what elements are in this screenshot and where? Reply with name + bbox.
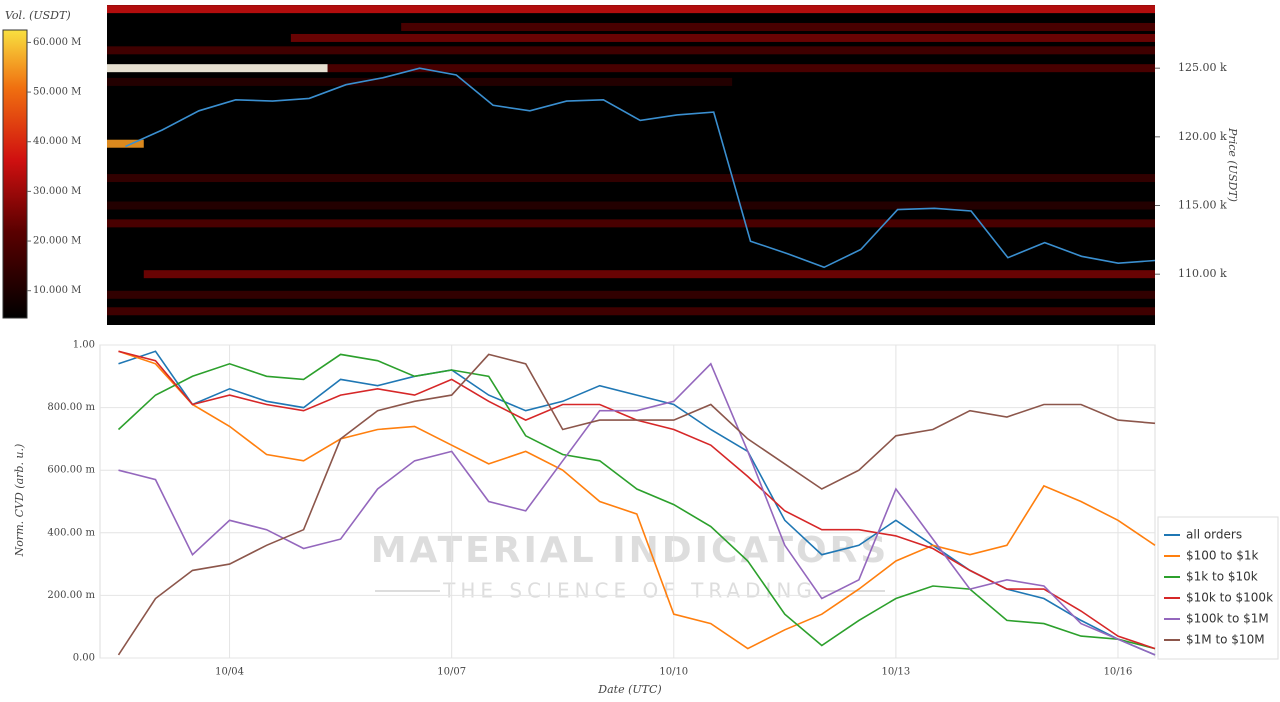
legend-label: $1M to $10M [1186, 633, 1265, 647]
y-tick-label: 125.00 k [1178, 61, 1227, 74]
x-axis-label: Date (UTC) [597, 683, 661, 696]
legend-box [1157, 516, 1279, 660]
liquidity-level [107, 307, 1155, 316]
x-tick-label: 10/10 [659, 667, 688, 678]
colorbar-tick-label: 60.000 M [33, 37, 81, 48]
y-tick-label: 115.00 k [1178, 199, 1227, 212]
x-tick-label: 10/13 [881, 667, 910, 678]
colorbar-tick-label: 20.000 M [33, 236, 81, 247]
y-tick-label: 200.00 m [47, 590, 95, 601]
cvd-line [117, 353, 1156, 656]
y-tick-label: 120.00 k [1178, 130, 1227, 143]
y-tick-label: 1.00 [73, 340, 95, 351]
cvd-line [117, 353, 1156, 650]
liquidity-level [107, 64, 328, 73]
liquidity-level [107, 5, 1155, 14]
watermark: MATERIAL INDICATORS THE SCIENCE OF TRADI… [371, 530, 890, 603]
watermark-subtitle: THE SCIENCE OF TRADING [442, 579, 817, 603]
cvd-line [118, 362, 1156, 656]
liquidity-level [327, 64, 1155, 73]
liquidity-level [290, 33, 1156, 42]
y-tick-label: 0.00 [73, 653, 95, 664]
cvd-plot: 0.00 200.00 m 400.00 m 600.00 m 800.00 m 1.00… [47, 340, 1156, 678]
y-tick-label: 600.00 m [47, 465, 95, 476]
colorbar [2, 29, 28, 319]
liquidity-level [107, 290, 1155, 299]
x-tick-label: 10/07 [437, 667, 466, 678]
legend-label: all orders [1186, 528, 1242, 542]
colorbar-tick-label: 30.000 M [33, 186, 81, 197]
liquidity-level [143, 270, 1156, 279]
liquidity-level [107, 139, 144, 148]
cvd-line [118, 350, 1156, 656]
colorbar-label: Vol. (USDT) [5, 9, 71, 22]
x-tick-label: 10/04 [215, 667, 244, 678]
price-line [125, 67, 1156, 269]
y-tick-label: 800.00 m [47, 402, 95, 413]
colorbar-tick-label: 50.000 M [33, 87, 81, 98]
legend: all orders $100 to $1k $1k to $10k $10k to … [1157, 516, 1279, 660]
liquidity-level [107, 46, 1155, 55]
cvd-line [118, 350, 1156, 650]
liquidity-level [107, 174, 1155, 183]
legend-label: $100 to $1k [1186, 549, 1258, 563]
colorbar-tick-label: 40.000 M [33, 136, 81, 147]
liquidity-level [401, 22, 1156, 31]
y-tick-label: 400.00 m [47, 527, 95, 538]
watermark-title: MATERIAL INDICATORS [371, 530, 890, 571]
colorbar-tick-label: 10.000 M [33, 285, 81, 296]
legend-label: $1k to $10k [1186, 570, 1258, 584]
legend-label: $100k to $1M [1186, 612, 1269, 626]
y-axis-label: Norm. CVD (arb. u.) [13, 444, 26, 558]
liquidity-level [107, 201, 1155, 210]
liquidity-level [107, 77, 733, 86]
y-tick-label: 110.00 k [1178, 267, 1227, 280]
x-tick-label: 10/16 [1104, 667, 1133, 678]
price-axis-label: Price (USDT) [1226, 127, 1239, 202]
legend-label: $10k to $100k [1186, 591, 1273, 605]
liquidity-level [107, 219, 1155, 228]
